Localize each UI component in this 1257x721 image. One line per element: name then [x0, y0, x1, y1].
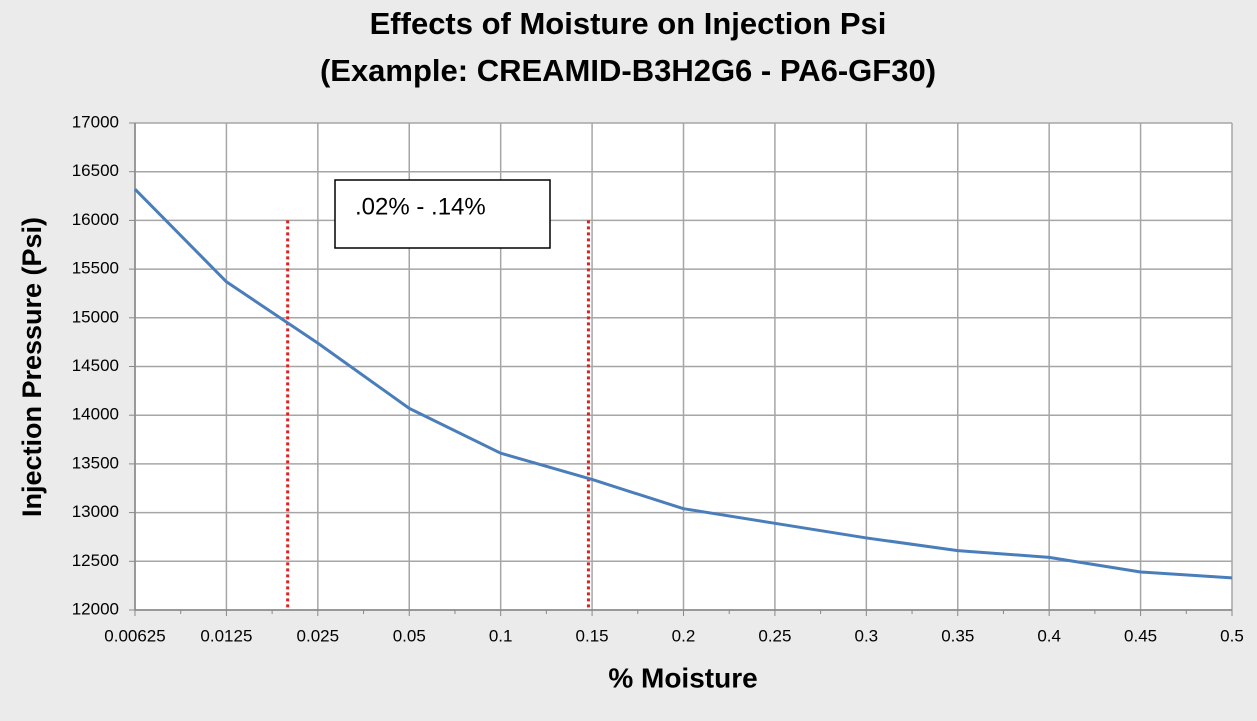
y-tick-label: 15500 — [72, 259, 119, 278]
x-tick-label: 0.0125 — [200, 626, 252, 645]
annotation-box — [334, 179, 551, 249]
y-tick-label: 16500 — [72, 161, 119, 180]
y-tick-label: 17000 — [72, 112, 119, 131]
x-tick-label: 0.025 — [297, 626, 340, 645]
annotation: .02% - .14% — [355, 193, 486, 220]
y-tick-label: 16000 — [72, 210, 119, 229]
chart-title: Effects of Moisture on Injection Psi — [370, 6, 887, 41]
x-tick-label: 0.35 — [941, 626, 974, 645]
x-tick-label: 0.15 — [576, 626, 609, 645]
y-tick-label: 13500 — [72, 453, 119, 472]
x-axis-label: % Moisture — [608, 662, 757, 693]
x-tick-label: 0.5 — [1220, 626, 1244, 645]
x-tick-label: 0.00625 — [104, 626, 165, 645]
x-tick-label: 0.3 — [855, 626, 879, 645]
y-tick-label: 15000 — [72, 307, 119, 326]
y-tick-label: 13000 — [72, 502, 119, 521]
x-tick-label: 0.25 — [758, 626, 791, 645]
x-tick-label: 0.2 — [672, 626, 696, 645]
x-tick-label: 0.4 — [1037, 626, 1061, 645]
x-tick-label: 0.1 — [489, 626, 513, 645]
y-tick-label: 14500 — [72, 356, 119, 375]
data-line — [133, 188, 1233, 580]
chart-subtitle: (Example: CREAMID-B3H2G6 - PA6-GF30) — [320, 53, 936, 88]
y-tick-label: 12000 — [72, 599, 119, 618]
x-tick-label: 0.45 — [1124, 626, 1157, 645]
y-tick-label: 12500 — [72, 551, 119, 570]
x-tick-label: 0.05 — [393, 626, 426, 645]
y-axis-label: Injection Pressure (Psi) — [17, 217, 47, 517]
y-tick-label: 14000 — [72, 405, 119, 424]
